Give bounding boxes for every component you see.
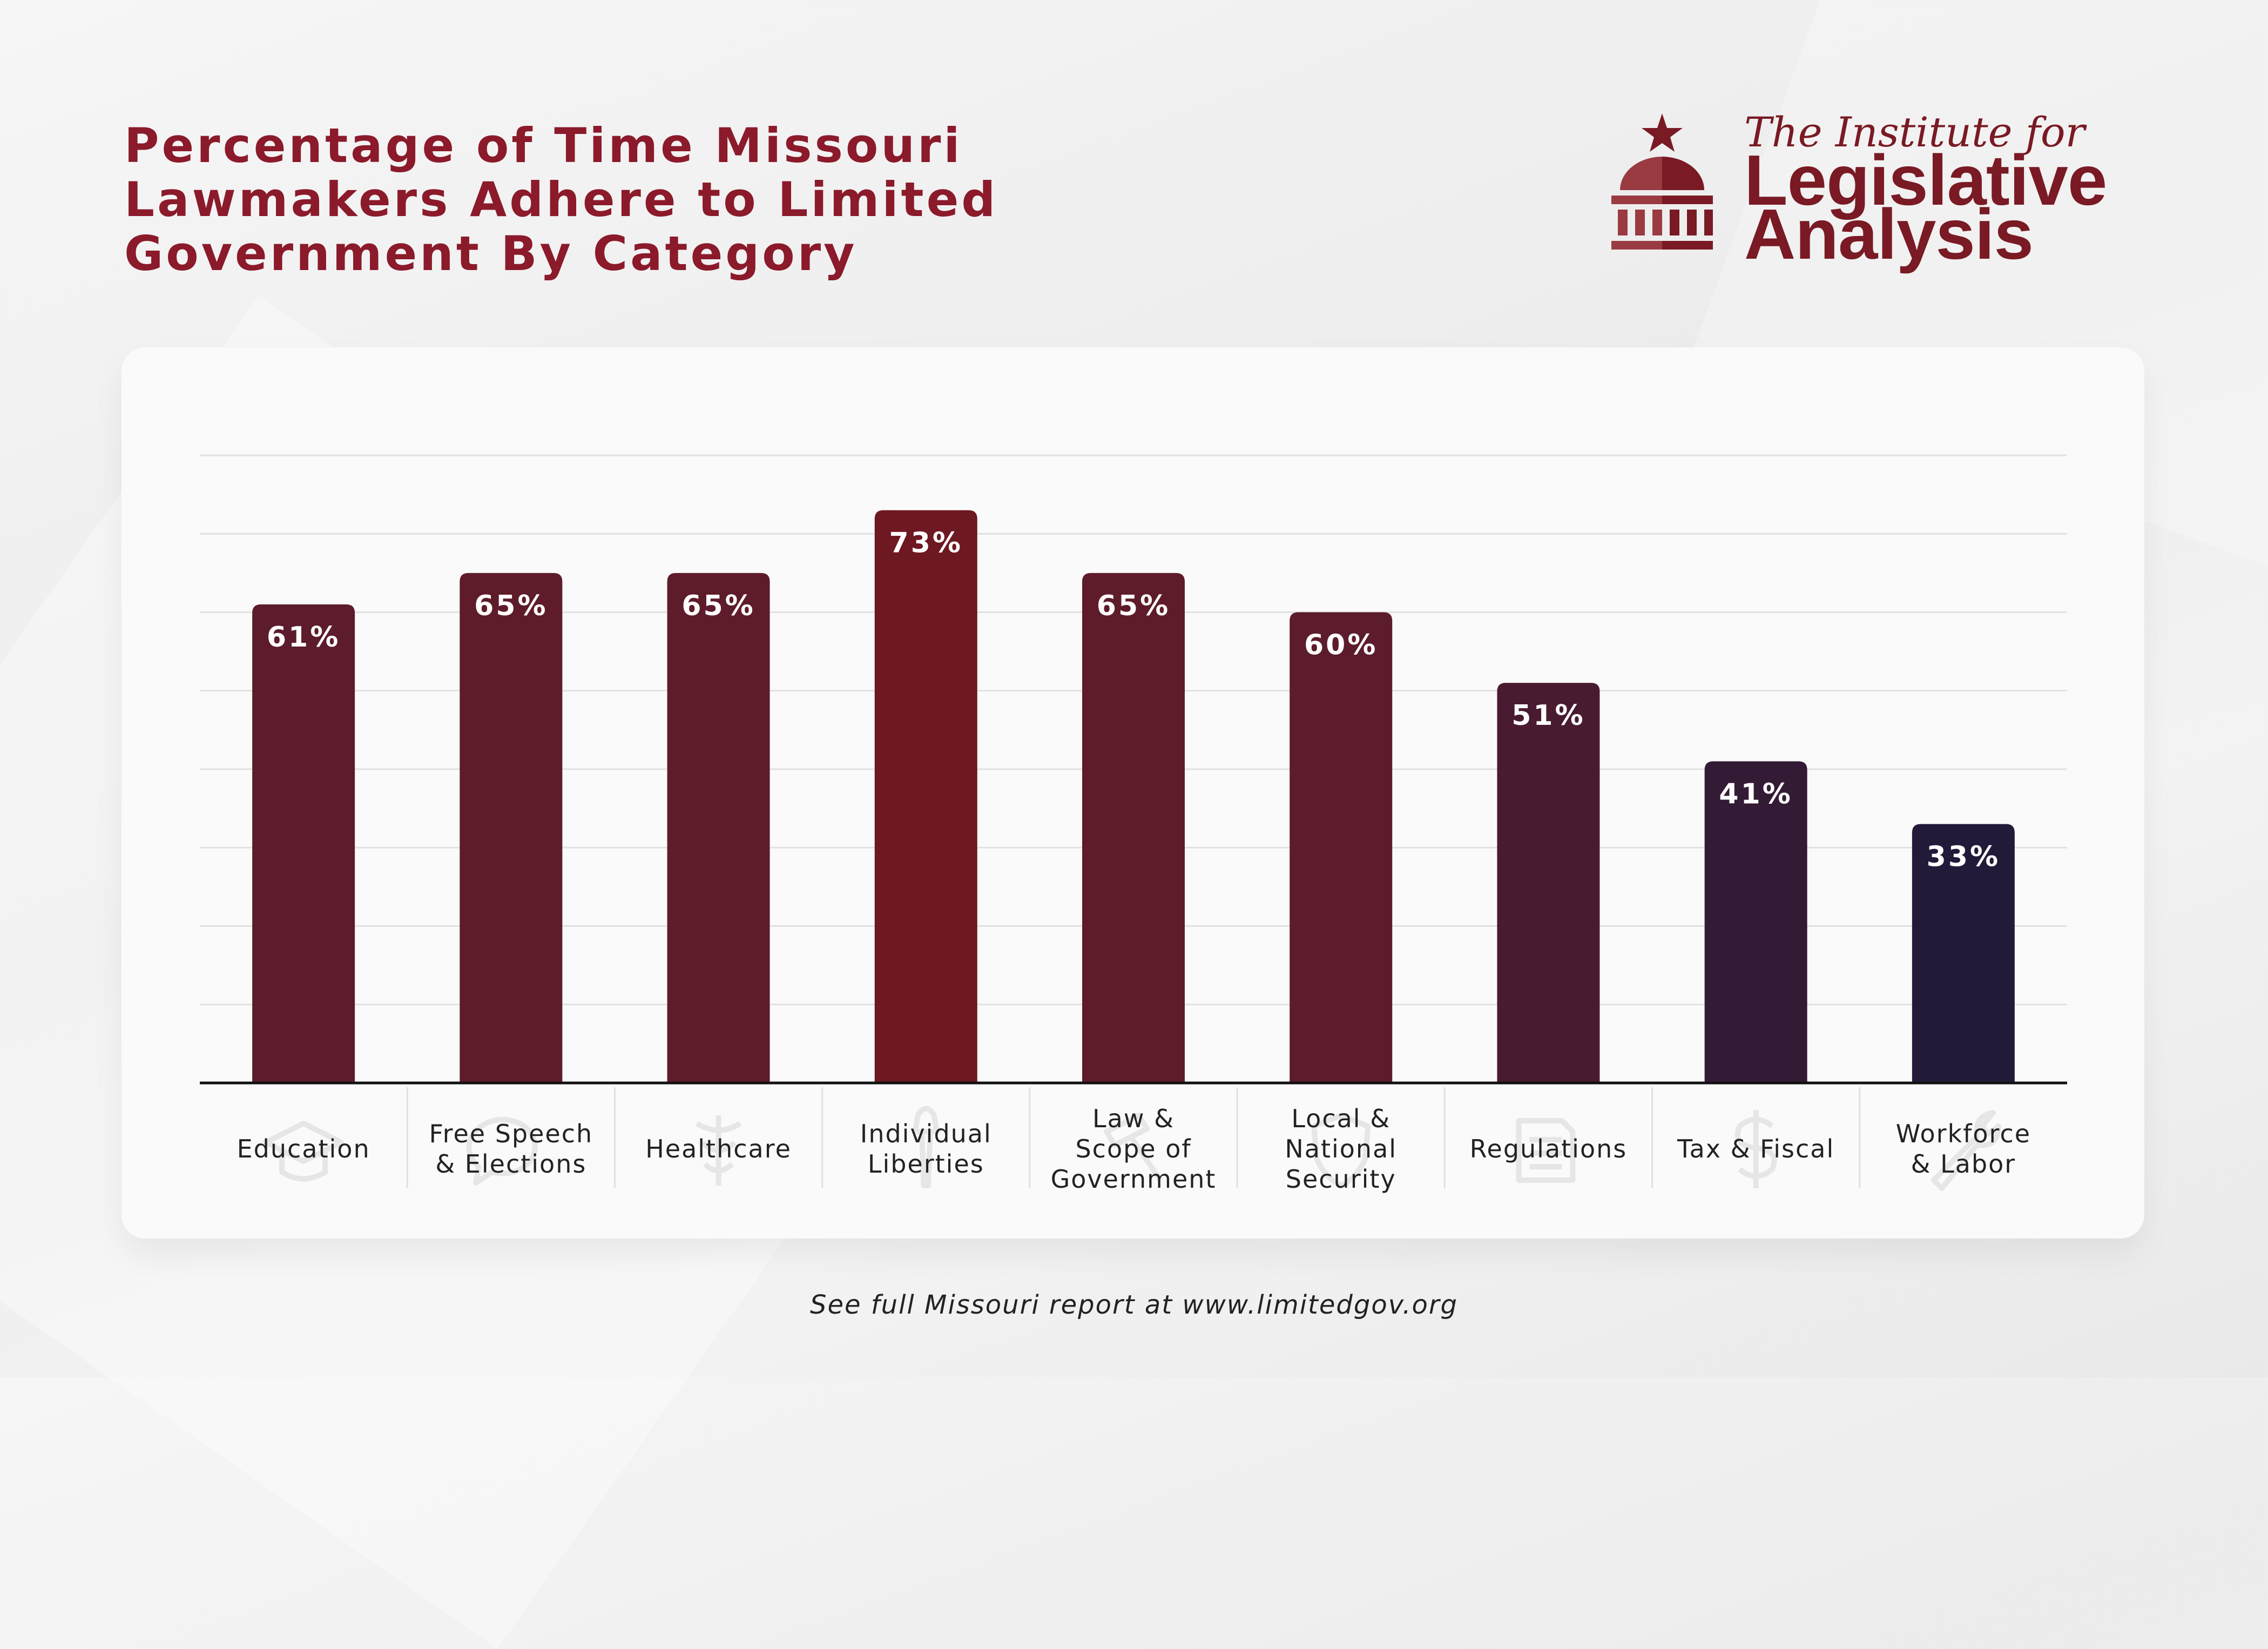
capitol-dome-icon xyxy=(1611,113,1713,250)
category-label: Tax & Fiscal xyxy=(1677,1134,1834,1163)
bar-value-label: 60% xyxy=(1304,629,1378,662)
category-label-line: National xyxy=(1285,1134,1397,1163)
bar xyxy=(1497,683,1600,1083)
category-label: Law & Scope of Government xyxy=(1051,1104,1217,1194)
bar-value-label: 33% xyxy=(1927,841,2000,873)
chart-title: Percentage of Time Missouri Lawmakers Ad… xyxy=(124,119,1150,281)
category-label-line: & Labor xyxy=(1911,1149,2016,1179)
gavel-icon xyxy=(1104,1113,1163,1182)
chart-title-line: Government By Category xyxy=(124,226,858,281)
bar xyxy=(1704,761,1807,1083)
category-label-line: Tax & Fiscal xyxy=(1677,1134,1834,1163)
shield-icon xyxy=(1311,1113,1371,1188)
graduation-cap-icon xyxy=(263,1121,345,1182)
category-label-line: Workforce xyxy=(1896,1119,2031,1148)
category-label: Local & National Security xyxy=(1285,1104,1397,1194)
bar xyxy=(1082,573,1185,1083)
bar-chart: 61% 65% 65% 73% 65% 60% 51% 41% 33% Education Fre… xyxy=(200,454,2067,1194)
torch-icon xyxy=(912,1106,940,1188)
caduceus-icon xyxy=(695,1115,742,1186)
bar-value-label: 73% xyxy=(889,527,963,560)
bar-value-label: 65% xyxy=(474,590,548,622)
category-label-line: Government xyxy=(1051,1165,1217,1194)
category-label-line: Free Speech xyxy=(429,1119,593,1148)
chart-card: 61% 65% 65% 73% 65% 60% 51% 41% 33% Education Fre… xyxy=(122,347,2144,1239)
category-label-line: Healthcare xyxy=(645,1134,792,1163)
logo-line: Legislative xyxy=(1744,140,2107,220)
dollar-icon xyxy=(1734,1110,1777,1188)
bar xyxy=(1290,612,1393,1083)
speech-bubble-icon xyxy=(466,1116,538,1186)
bar xyxy=(874,510,977,1083)
bar xyxy=(1912,824,2015,1083)
bar-value-label: 65% xyxy=(681,590,755,622)
category-label-line: Regulations xyxy=(1470,1134,1628,1163)
category-label-line: Law & xyxy=(1092,1104,1174,1133)
category-label-line: Scope of xyxy=(1075,1134,1191,1163)
category-label: Regulations xyxy=(1470,1134,1628,1163)
logo-line: Analysis xyxy=(1744,194,2034,274)
category-label-line: Individual xyxy=(860,1119,992,1148)
bar xyxy=(667,573,770,1083)
category-label-line: Local & xyxy=(1291,1104,1390,1133)
category-label: Individual Liberties xyxy=(860,1119,992,1179)
category-label: Free Speech & Elections xyxy=(429,1119,593,1179)
institute-logo: The Institute for Legislative Analysis xyxy=(1598,108,2165,270)
bar xyxy=(252,604,355,1083)
documents-icon xyxy=(1516,1118,1576,1183)
category-label: Education xyxy=(237,1134,370,1163)
bar xyxy=(460,573,563,1083)
chart-title-line: Lawmakers Adhere to Limited xyxy=(124,172,998,227)
category-label-line: Education xyxy=(237,1134,370,1163)
bar-value-label: 61% xyxy=(267,621,340,654)
category-label: Healthcare xyxy=(645,1134,792,1163)
wrench-icon xyxy=(1931,1110,2001,1191)
bar-value-label: 65% xyxy=(1097,590,1170,622)
category-label-line: Security xyxy=(1286,1165,1396,1194)
category-label-line: Liberties xyxy=(868,1149,984,1179)
logo-line: The Institute for xyxy=(1744,108,2085,156)
chart-title-line: Percentage of Time Missouri xyxy=(124,118,963,173)
footer-note: See full Missouri report at www.limitedg… xyxy=(809,1290,1459,1320)
bar-value-label: 41% xyxy=(1719,778,1792,810)
category-label: Workforce & Labor xyxy=(1896,1119,2031,1179)
category-label-line: & Elections xyxy=(435,1149,586,1179)
bar-value-label: 51% xyxy=(1511,699,1585,732)
